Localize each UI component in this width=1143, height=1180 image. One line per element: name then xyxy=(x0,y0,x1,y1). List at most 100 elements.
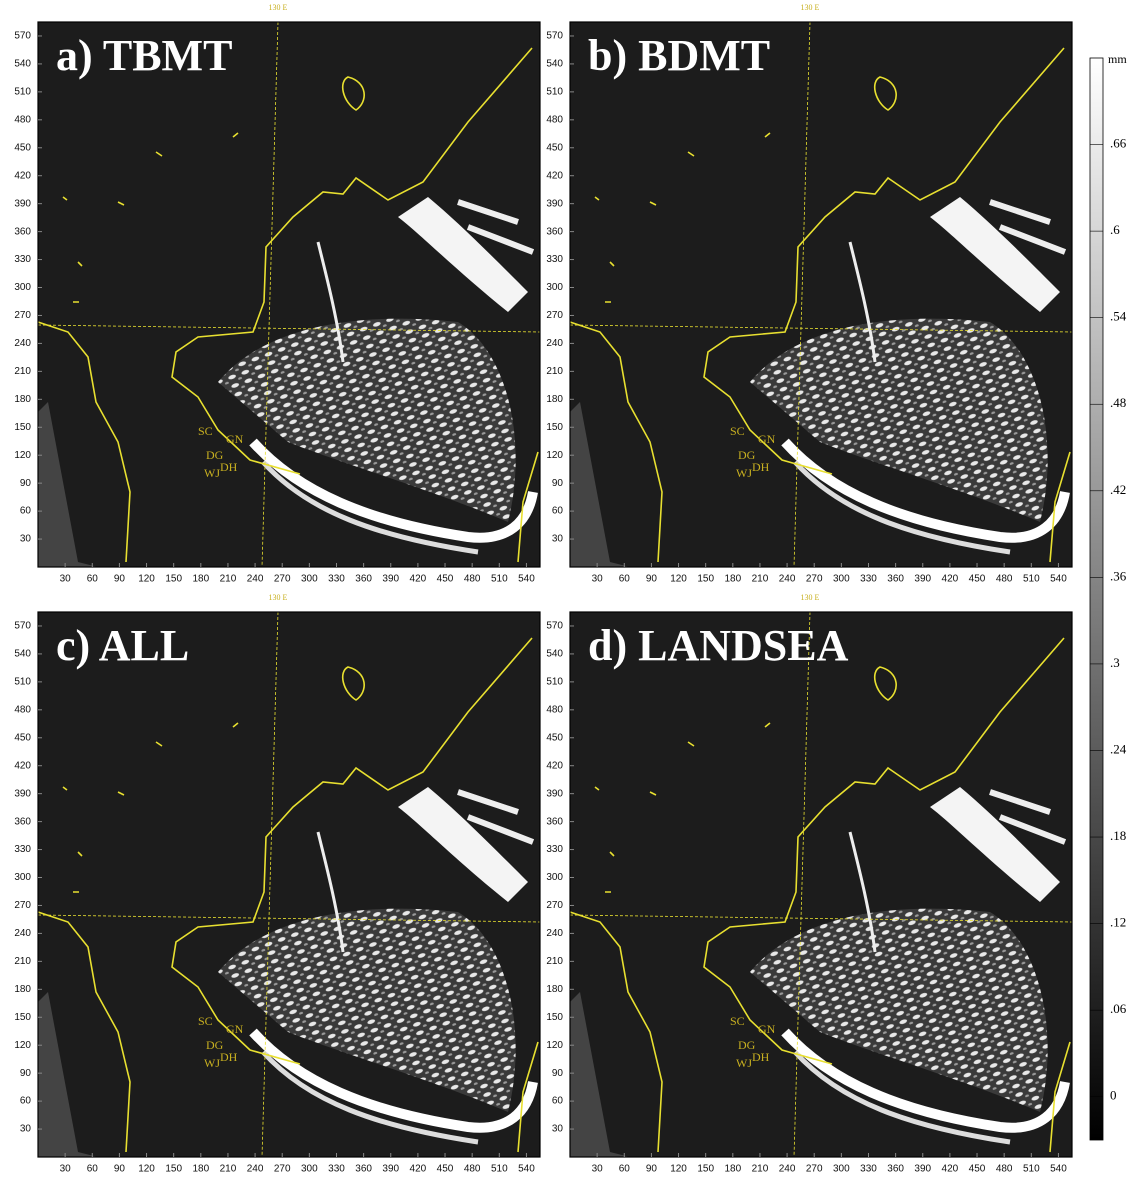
x-tick-label: 390 xyxy=(382,1164,399,1175)
y-tick-label: 270 xyxy=(546,310,563,321)
x-tick-label: 240 xyxy=(779,574,796,585)
y-tick-label: 60 xyxy=(20,506,32,517)
x-tick-label: 240 xyxy=(247,1164,264,1175)
x-tick-label: 390 xyxy=(382,574,399,585)
station-label: GN xyxy=(226,432,244,446)
station-label: DH xyxy=(752,460,770,474)
y-tick-label: 240 xyxy=(546,928,563,939)
x-tick-label: 360 xyxy=(887,574,904,585)
y-tick-label: 450 xyxy=(14,142,31,153)
y-tick-label: 450 xyxy=(546,732,563,743)
x-tick-label: 540 xyxy=(518,574,535,585)
x-tick-label: 450 xyxy=(969,574,986,585)
colorbar-tick-label: 0 xyxy=(1110,1088,1117,1103)
x-tick-label: 480 xyxy=(996,1164,1013,1175)
x-tick-label: 360 xyxy=(355,574,372,585)
x-tick-label: 120 xyxy=(138,574,155,585)
x-tick-label: 90 xyxy=(114,1164,126,1175)
x-tick-label: 150 xyxy=(697,1164,714,1175)
y-tick-label: 390 xyxy=(546,788,563,799)
x-tick-label: 480 xyxy=(996,574,1013,585)
x-tick-label: 30 xyxy=(592,574,604,585)
meridian-label: 130 E xyxy=(269,3,288,12)
y-tick-label: 570 xyxy=(546,621,563,632)
x-tick-label: 330 xyxy=(328,574,345,585)
y-tick-label: 330 xyxy=(14,254,31,265)
figure: mm a) TBMT130 ESCGNDGDHWJ306090120150180… xyxy=(0,0,1143,1175)
x-tick-label: 180 xyxy=(724,574,741,585)
x-tick-label: 60 xyxy=(87,574,99,585)
x-tick-label: 330 xyxy=(860,574,877,585)
colorbar-tick-label: .48 xyxy=(1110,395,1126,410)
x-tick-label: 420 xyxy=(410,1164,427,1175)
station-label: SC xyxy=(730,1014,745,1028)
x-tick-label: 60 xyxy=(619,574,631,585)
panel-title: d) LANDSEA xyxy=(588,621,849,670)
x-tick-label: 240 xyxy=(779,1164,796,1175)
x-tick-label: 120 xyxy=(670,574,687,585)
colorbar-tick-label: .12 xyxy=(1110,915,1126,930)
y-tick-label: 450 xyxy=(546,142,563,153)
x-tick-label: 90 xyxy=(646,1164,658,1175)
colorbar-tick-label: .3 xyxy=(1110,655,1120,670)
y-tick-label: 30 xyxy=(20,534,32,545)
y-tick-label: 120 xyxy=(14,1040,31,1051)
x-tick-label: 270 xyxy=(274,574,291,585)
y-tick-label: 30 xyxy=(552,534,564,545)
station-label: DH xyxy=(220,460,238,474)
station-label: SC xyxy=(198,424,213,438)
x-tick-label: 210 xyxy=(220,1164,237,1175)
panel-title: c) ALL xyxy=(56,621,189,670)
y-tick-label: 60 xyxy=(20,1096,32,1107)
map-image xyxy=(38,22,540,567)
y-tick-label: 540 xyxy=(546,59,563,70)
x-tick-label: 300 xyxy=(833,1164,850,1175)
y-tick-label: 330 xyxy=(546,254,563,265)
y-tick-label: 240 xyxy=(14,338,31,349)
meridian-label: 130 E xyxy=(269,593,288,602)
y-tick-label: 180 xyxy=(14,394,31,405)
y-tick-label: 270 xyxy=(14,310,31,321)
y-tick-label: 150 xyxy=(546,1012,563,1023)
station-label: WJ xyxy=(736,466,752,480)
y-tick-label: 570 xyxy=(14,31,31,42)
y-tick-label: 420 xyxy=(546,170,563,181)
y-tick-label: 360 xyxy=(546,816,563,827)
x-tick-label: 540 xyxy=(518,1164,535,1175)
x-tick-label: 150 xyxy=(697,574,714,585)
x-tick-label: 30 xyxy=(60,1164,72,1175)
x-tick-label: 450 xyxy=(437,1164,454,1175)
y-tick-label: 480 xyxy=(546,704,563,715)
x-tick-label: 510 xyxy=(491,574,508,585)
y-tick-label: 270 xyxy=(546,900,563,911)
x-tick-label: 420 xyxy=(942,1164,959,1175)
x-tick-label: 540 xyxy=(1050,574,1067,585)
y-tick-label: 180 xyxy=(546,984,563,995)
x-tick-label: 450 xyxy=(437,574,454,585)
meridian-label: 130 E xyxy=(801,593,820,602)
y-tick-label: 420 xyxy=(14,760,31,771)
x-tick-label: 330 xyxy=(860,1164,877,1175)
x-tick-label: 480 xyxy=(464,1164,481,1175)
y-tick-label: 330 xyxy=(14,844,31,855)
y-tick-label: 510 xyxy=(546,677,563,688)
x-tick-label: 330 xyxy=(328,1164,345,1175)
y-tick-label: 540 xyxy=(546,649,563,660)
map-panel: d) LANDSEA130 ESCGNDGDHWJ306090120150180… xyxy=(546,593,1072,1175)
x-tick-label: 300 xyxy=(301,1164,318,1175)
x-tick-label: 150 xyxy=(165,1164,182,1175)
x-tick-label: 120 xyxy=(670,1164,687,1175)
y-tick-label: 120 xyxy=(14,450,31,461)
station-label: WJ xyxy=(204,466,220,480)
y-tick-label: 60 xyxy=(552,506,564,517)
x-tick-label: 480 xyxy=(464,574,481,585)
y-tick-label: 90 xyxy=(20,478,32,489)
colorbar-tick-label: .42 xyxy=(1110,482,1126,497)
panel-title: a) TBMT xyxy=(56,31,232,80)
y-tick-label: 570 xyxy=(14,621,31,632)
map-image xyxy=(570,612,1072,1157)
x-tick-label: 390 xyxy=(914,574,931,585)
y-tick-label: 420 xyxy=(14,170,31,181)
y-tick-label: 210 xyxy=(546,366,563,377)
